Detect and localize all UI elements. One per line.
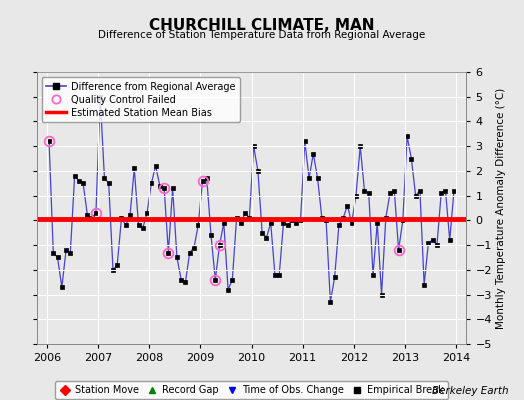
Text: Difference of Station Temperature Data from Regional Average: Difference of Station Temperature Data f… — [99, 30, 425, 40]
Text: CHURCHILL CLIMATE, MAN: CHURCHILL CLIMATE, MAN — [149, 18, 375, 33]
Y-axis label: Monthly Temperature Anomaly Difference (°C): Monthly Temperature Anomaly Difference (… — [496, 87, 506, 329]
Legend: Station Move, Record Gap, Time of Obs. Change, Empirical Break: Station Move, Record Gap, Time of Obs. C… — [55, 381, 448, 399]
Text: Berkeley Earth: Berkeley Earth — [432, 386, 508, 396]
